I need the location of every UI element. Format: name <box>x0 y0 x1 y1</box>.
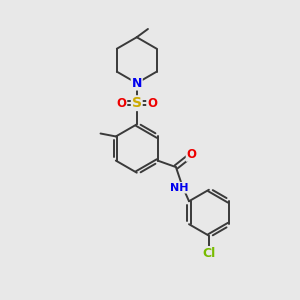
Text: O: O <box>116 97 126 110</box>
Text: NH: NH <box>169 183 188 193</box>
Text: N: N <box>132 77 142 90</box>
Text: O: O <box>187 148 196 161</box>
Text: Cl: Cl <box>202 247 215 260</box>
Text: S: S <box>132 96 142 110</box>
Text: O: O <box>147 97 157 110</box>
